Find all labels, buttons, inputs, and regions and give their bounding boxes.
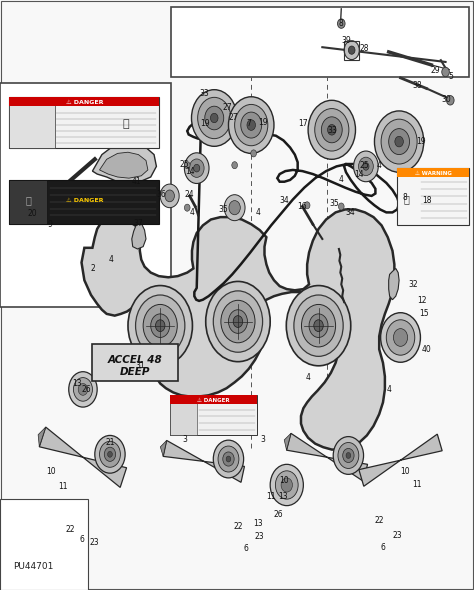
Text: 35: 35 xyxy=(329,199,339,208)
Circle shape xyxy=(395,136,403,147)
Polygon shape xyxy=(82,209,394,450)
Text: 26: 26 xyxy=(82,385,91,394)
Text: 10: 10 xyxy=(401,467,410,477)
Text: 2: 2 xyxy=(90,264,95,273)
Text: 40: 40 xyxy=(422,345,431,354)
FancyBboxPatch shape xyxy=(92,344,178,381)
Circle shape xyxy=(348,46,355,54)
Text: 4: 4 xyxy=(306,373,310,382)
Text: 39: 39 xyxy=(341,35,351,45)
Text: 22: 22 xyxy=(374,516,384,525)
FancyBboxPatch shape xyxy=(170,395,257,435)
Circle shape xyxy=(354,151,378,182)
Circle shape xyxy=(315,109,349,151)
Circle shape xyxy=(442,67,449,77)
Circle shape xyxy=(309,314,328,337)
Polygon shape xyxy=(359,434,442,486)
Text: 4: 4 xyxy=(109,255,114,264)
Text: 27: 27 xyxy=(223,103,232,112)
Text: 41: 41 xyxy=(132,177,141,186)
Text: 11: 11 xyxy=(412,480,422,490)
Circle shape xyxy=(95,435,125,473)
Circle shape xyxy=(343,448,354,463)
Circle shape xyxy=(381,313,420,362)
FancyBboxPatch shape xyxy=(397,168,469,225)
Text: 9: 9 xyxy=(47,219,52,229)
Polygon shape xyxy=(163,440,245,483)
Circle shape xyxy=(294,295,343,356)
Text: 34: 34 xyxy=(346,208,356,217)
Text: 32: 32 xyxy=(409,280,418,289)
Text: 16: 16 xyxy=(298,202,307,211)
Circle shape xyxy=(165,190,174,202)
FancyBboxPatch shape xyxy=(9,180,159,224)
Circle shape xyxy=(108,451,112,457)
Polygon shape xyxy=(38,427,46,447)
Text: 4: 4 xyxy=(339,175,344,185)
FancyBboxPatch shape xyxy=(171,7,469,77)
Text: ⚠ DANGER: ⚠ DANGER xyxy=(197,398,229,402)
Text: 5: 5 xyxy=(448,72,453,81)
Circle shape xyxy=(386,320,415,355)
Text: 🔧: 🔧 xyxy=(404,195,410,204)
Text: 35: 35 xyxy=(219,205,228,214)
Text: 10: 10 xyxy=(46,467,56,477)
Circle shape xyxy=(193,165,200,172)
Text: 15: 15 xyxy=(419,309,429,319)
Text: 8: 8 xyxy=(403,193,408,202)
FancyBboxPatch shape xyxy=(9,97,159,106)
Circle shape xyxy=(191,90,237,146)
Text: 4: 4 xyxy=(386,385,391,394)
Circle shape xyxy=(363,163,369,170)
Text: 13: 13 xyxy=(279,492,288,502)
Text: 34: 34 xyxy=(280,196,289,205)
Text: 19: 19 xyxy=(258,117,268,127)
Text: 13: 13 xyxy=(72,379,82,388)
Circle shape xyxy=(233,316,243,327)
Text: 13: 13 xyxy=(254,519,263,529)
Circle shape xyxy=(247,120,255,130)
Text: 17: 17 xyxy=(299,119,308,129)
Circle shape xyxy=(228,97,274,153)
Circle shape xyxy=(151,314,170,337)
Circle shape xyxy=(374,111,424,172)
Circle shape xyxy=(308,100,356,159)
Text: 19: 19 xyxy=(200,119,210,129)
Circle shape xyxy=(304,202,310,209)
Circle shape xyxy=(338,442,359,468)
Text: PU44701: PU44701 xyxy=(13,562,54,571)
FancyBboxPatch shape xyxy=(9,97,159,148)
Text: 38: 38 xyxy=(412,81,422,90)
Polygon shape xyxy=(287,433,367,481)
Circle shape xyxy=(358,157,374,176)
Circle shape xyxy=(205,106,224,130)
Text: 27: 27 xyxy=(229,113,238,123)
Text: DEEP: DEEP xyxy=(120,367,150,376)
Circle shape xyxy=(224,195,245,221)
Text: 🚶: 🚶 xyxy=(122,119,129,129)
Text: 37: 37 xyxy=(134,218,143,228)
Circle shape xyxy=(346,453,351,458)
Text: 36: 36 xyxy=(156,190,166,199)
Circle shape xyxy=(393,329,408,346)
Circle shape xyxy=(226,456,231,462)
Circle shape xyxy=(241,112,262,138)
Circle shape xyxy=(314,320,323,332)
Circle shape xyxy=(328,124,336,135)
Text: 22: 22 xyxy=(233,522,243,531)
Circle shape xyxy=(221,300,255,343)
Text: 🚶: 🚶 xyxy=(26,196,31,205)
Polygon shape xyxy=(132,223,146,249)
Text: 6: 6 xyxy=(381,543,385,552)
FancyBboxPatch shape xyxy=(397,168,469,177)
Circle shape xyxy=(286,286,351,366)
Circle shape xyxy=(235,104,268,146)
FancyBboxPatch shape xyxy=(170,395,257,404)
Text: 33: 33 xyxy=(199,88,209,98)
Text: 18: 18 xyxy=(422,196,431,205)
Text: 28: 28 xyxy=(359,44,369,53)
Text: ACCEL 48: ACCEL 48 xyxy=(108,355,163,365)
Circle shape xyxy=(198,97,231,139)
Circle shape xyxy=(381,119,417,164)
